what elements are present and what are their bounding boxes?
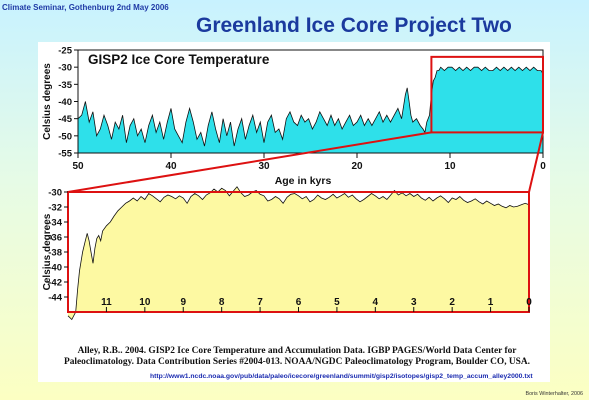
- zoom-x-tick-label: 2: [449, 297, 455, 308]
- zoom-highlight-box: [430, 55, 544, 134]
- top-y-axis-label: Celsius degrees: [42, 63, 53, 140]
- zoom-y-tick-label: -42: [48, 278, 62, 289]
- zoom-y-tick-label: -44: [48, 293, 62, 304]
- top-y-tick-label: -35: [58, 80, 72, 91]
- seminar-caption: Climate Seminar, Gothenburg 2nd May 2006: [2, 3, 169, 12]
- top-x-axis-label: Age in kyrs: [275, 175, 332, 187]
- top-x-tick-label: 40: [165, 161, 177, 172]
- zoom-x-tick-label: 10: [139, 297, 151, 308]
- zoom-y-tick-label: -30: [48, 188, 62, 199]
- top-y-tick-label: -50: [58, 131, 72, 142]
- zoom-x-tick-label: 3: [411, 297, 417, 308]
- top-y-tick-label: -25: [58, 46, 72, 57]
- slide-title: Greenland Ice Core Project Two: [196, 14, 512, 37]
- zoom-x-tick-label: 0: [526, 297, 532, 308]
- zoom-y-tick-label: -40: [48, 263, 62, 274]
- zoom-connector-right: [528, 132, 544, 193]
- top-y-tick-label: -40: [58, 97, 72, 108]
- zoom-y-axis-label: Celsius degrees: [42, 213, 53, 290]
- top-temperature-chart: GISP2 Ice Core Temperature -25 -30 -35 -40 -4…: [42, 46, 546, 188]
- author-credit: Boris Winterhalter, 2006: [525, 391, 583, 397]
- zoom-y-tick-label: -34: [48, 218, 62, 229]
- top-x-tick-label: 0: [540, 161, 546, 172]
- zoom-y-tick-label: -38: [48, 248, 62, 259]
- top-chart-title: GISP2 Ice Core Temperature: [88, 52, 270, 67]
- zoom-x-tick-label: 1: [488, 297, 494, 308]
- zoom-x-tick-label: 8: [219, 297, 225, 308]
- top-x-tick-label: 20: [351, 161, 363, 172]
- zoom-x-tick-label: 9: [180, 297, 186, 308]
- zoom-x-tick-label: 4: [373, 297, 379, 308]
- top-y-tick-label: -45: [58, 114, 72, 125]
- zoom-x-tick-label: 11: [101, 297, 112, 308]
- top-series-area: [78, 67, 543, 153]
- zoom-temperature-chart: -30-32-34-36-38-40-42-44 11 10 9 8 7 6 5 4 3 2 1 0Ce…: [42, 131, 544, 321]
- top-x-tick-label: 10: [444, 161, 456, 172]
- citation-text: Alley, R.B.. 2004. GISP2 Ice Core Temper…: [48, 346, 546, 368]
- data-source-link[interactable]: http://www1.ncdc.noaa.gov/pub/data/paleo…: [150, 373, 533, 380]
- top-y-tick-label: -30: [58, 63, 72, 74]
- zoom-series-line: [67, 186, 530, 321]
- zoom-connector-left: [67, 131, 432, 193]
- top-y-tick-label: -55: [58, 149, 72, 160]
- top-x-tick-label: 50: [72, 161, 84, 172]
- zoom-x-tick-label: 5: [334, 297, 340, 308]
- zoom-y-tick-label: -36: [48, 233, 62, 244]
- citation-line-1: Alley, R.B.. 2004. GISP2 Ice Core Temper…: [77, 346, 517, 356]
- zoom-x-tick-label: 7: [257, 297, 263, 308]
- zoom-x-tick-label: 6: [296, 297, 302, 308]
- zoom-series-area: [68, 186, 529, 320]
- top-series-line: [77, 66, 544, 147]
- figure-panel: GISP2 Ice Core Temperature -25 -30 -35 -40 -4…: [38, 42, 550, 382]
- citation-line-2: Paleoclimatology. Data Contribution Seri…: [63, 357, 531, 367]
- top-x-tick-label: 30: [258, 161, 270, 172]
- zoom-y-tick-label: -32: [48, 203, 62, 214]
